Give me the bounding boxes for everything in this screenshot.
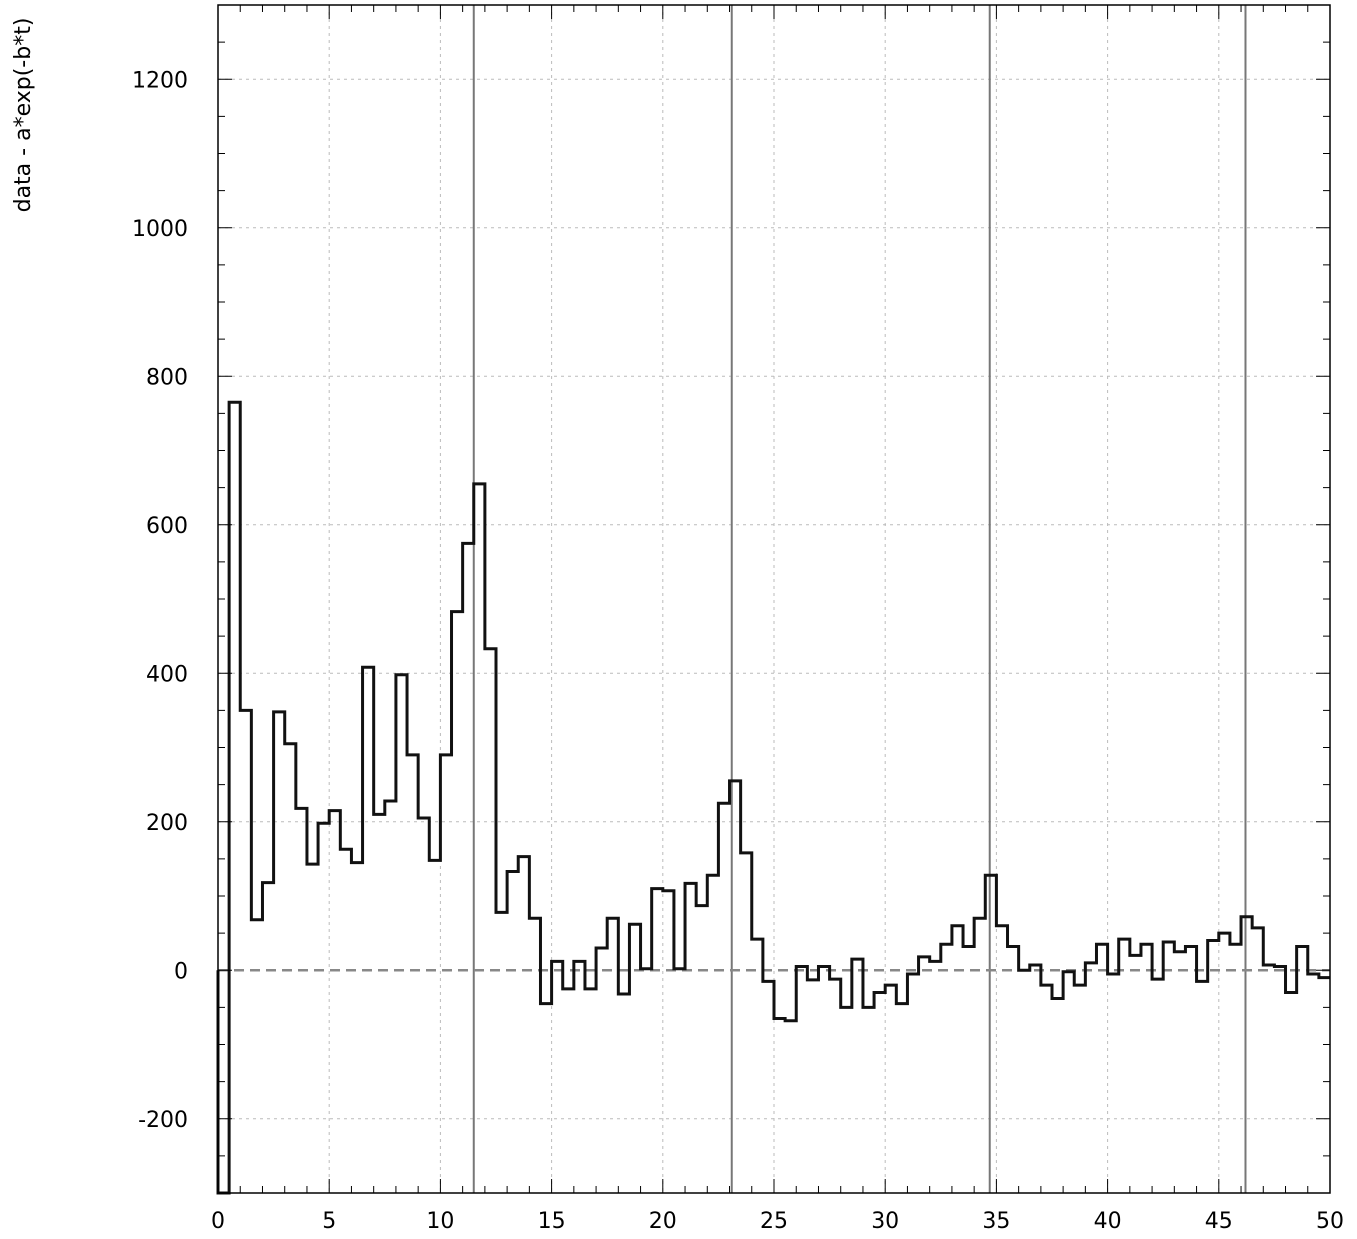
histogram-series — [216, 400, 1330, 1195]
x-tick-label: 5 — [322, 1209, 336, 1234]
gridlines — [218, 5, 1330, 1193]
y-tick-label: -200 — [138, 1108, 188, 1133]
y-tick-labels: -200 0 200 400 600 800 1000 1200 — [132, 68, 188, 1133]
x-tick-label: 40 — [1094, 1209, 1122, 1234]
x-tick-label: 30 — [871, 1209, 899, 1234]
vertical-markers — [472, 5, 1247, 1193]
axis-ticks — [217, 4, 1331, 1194]
x-tick-label: 15 — [538, 1209, 566, 1234]
y-tick-label: 1000 — [132, 217, 188, 242]
y-tick-label: 600 — [146, 514, 188, 539]
y-tick-label: 800 — [146, 365, 188, 390]
x-tick-label: 20 — [649, 1209, 677, 1234]
x-tick-label: 25 — [760, 1209, 788, 1234]
y-tick-label: 1200 — [132, 68, 188, 93]
x-tick-label: 35 — [982, 1209, 1010, 1234]
x-tick-label: 45 — [1205, 1209, 1233, 1234]
x-tick-label: 0 — [211, 1209, 225, 1234]
y-tick-label: 0 — [174, 959, 188, 984]
x-tick-labels: 0 5 10 15 20 25 30 35 40 45 50 — [211, 1209, 1344, 1234]
x-tick-label: 50 — [1316, 1209, 1344, 1234]
y-tick-label: 400 — [146, 662, 188, 687]
x-tick-label: 10 — [426, 1209, 454, 1234]
y-axis-title: data - a*exp(-b*t) — [11, 18, 36, 213]
y-tick-label: 200 — [146, 811, 188, 836]
